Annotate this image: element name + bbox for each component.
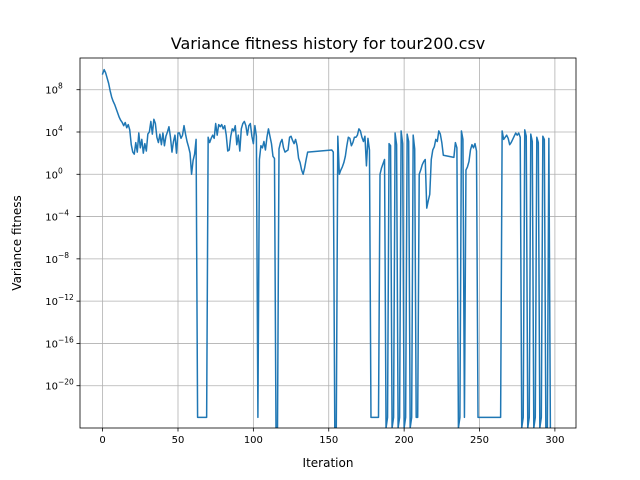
y-tick-exponent: 8	[58, 82, 63, 91]
y-axis-label: Variance fitness	[10, 195, 24, 290]
x-tick-label: 100	[244, 435, 263, 446]
y-tick-base: 10	[45, 339, 58, 350]
y-tick-base: 10	[45, 382, 58, 393]
y-tick-exponent: 4	[58, 124, 63, 133]
x-tick-label: 0	[99, 435, 105, 446]
y-tick-exponent: −4	[58, 209, 69, 218]
y-tick-base: 10	[45, 128, 58, 139]
series-line	[101, 68, 552, 428]
y-tick-label: 10 8	[45, 82, 63, 97]
y-tick-base: 10	[45, 255, 58, 266]
y-tick-base: 10	[45, 170, 58, 181]
plot-frame	[79, 57, 577, 429]
x-tick-label: 250	[470, 435, 489, 446]
y-tick-exponent: −20	[58, 378, 74, 387]
y-tick-label: 10 −20	[45, 378, 74, 393]
y-tick-exponent: 0	[58, 166, 63, 175]
grid	[80, 58, 576, 428]
x-axis-label: Iteration	[303, 456, 354, 470]
y-tick-label: 10 −16	[45, 335, 74, 350]
y-tick-label: 10 4	[45, 124, 63, 139]
chart-title: Variance fitness history for tour200.csv	[171, 34, 486, 53]
y-tick-label: 10 −4	[45, 209, 69, 224]
y-tick-base: 10	[45, 86, 58, 97]
plot-line-group	[101, 68, 552, 428]
x-tick-label: 50	[172, 435, 185, 446]
x-tick-label: 150	[319, 435, 338, 446]
y-tick-exponent: −16	[58, 335, 74, 344]
y-tick-label: 10 −12	[45, 293, 74, 308]
y-tick-base: 10	[45, 297, 58, 308]
y-tick-base: 10	[45, 213, 58, 224]
y-tick-exponent: −12	[58, 293, 74, 302]
x-tick-label: 300	[545, 435, 564, 446]
x-ticks: 0 50 100 150 200 250 300	[99, 428, 564, 446]
x-tick-label: 200	[395, 435, 414, 446]
y-tick-exponent: −8	[58, 251, 69, 260]
y-tick-label: 10 0	[45, 166, 63, 181]
y-tick-label: 10 −8	[45, 251, 69, 266]
